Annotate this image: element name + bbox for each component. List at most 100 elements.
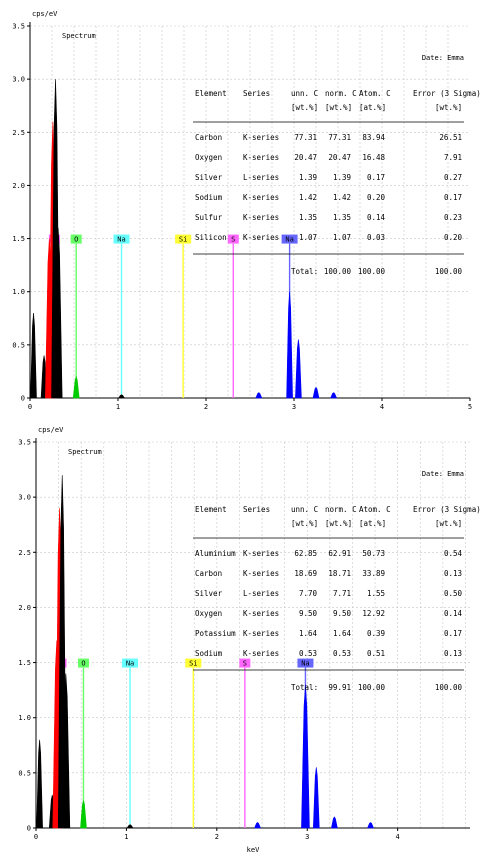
y-tick-label: 2.5 xyxy=(18,549,31,557)
element-tag-box xyxy=(297,658,314,668)
table-cell: Oxygen xyxy=(195,609,222,618)
table-total-value: 100.00 xyxy=(358,267,386,276)
table-cell: 12.92 xyxy=(362,609,385,618)
table-cell: 1.07 xyxy=(299,233,317,242)
table-cell: L-series xyxy=(243,173,279,182)
spectrum-peak xyxy=(312,767,320,829)
table-cell: K-series xyxy=(243,549,279,558)
table-cell: 62.85 xyxy=(294,549,317,558)
table-cell: 0.17 xyxy=(444,629,462,638)
element-tag-label: O xyxy=(74,236,78,244)
table-cell: 0.23 xyxy=(444,213,462,222)
table-cell: 7.71 xyxy=(333,589,351,598)
table-cell: 18.71 xyxy=(328,569,351,578)
table-cell: 20.47 xyxy=(328,153,351,162)
table-cell: Silver xyxy=(195,173,223,182)
table-header: Series xyxy=(243,505,270,514)
element-tag-box xyxy=(239,658,251,668)
table-header: norm. C xyxy=(325,89,357,98)
table-unit: [wt.%] xyxy=(291,519,318,528)
x-tick-label: 3 xyxy=(305,833,309,841)
x-axis-label: keV xyxy=(247,846,260,854)
table-cell: K-series xyxy=(243,153,279,162)
table-cell: Sodium xyxy=(195,649,223,658)
spectrum-peak xyxy=(295,339,302,399)
spectrum-peak xyxy=(53,227,63,399)
table-cell: 0.17 xyxy=(367,173,385,182)
spectrum-title: Spectrum xyxy=(68,448,102,456)
y-tick-label: 3.5 xyxy=(18,439,31,447)
y-tick-label: 1.5 xyxy=(18,659,31,667)
table-cell: Silver xyxy=(195,589,223,598)
element-tag-box xyxy=(113,234,130,244)
element-tag-label: Na xyxy=(117,236,125,244)
x-tick-label: 3 xyxy=(292,403,296,411)
spectrum-peak xyxy=(126,824,134,829)
element-tag-box xyxy=(185,658,202,668)
table-cell: 0.50 xyxy=(444,589,463,598)
table-header: Element xyxy=(195,505,227,514)
table-unit: [wt.%] xyxy=(325,519,352,528)
table-cell: 20.47 xyxy=(294,153,317,162)
table-cell: 1.64 xyxy=(333,629,352,638)
x-tick-label: 2 xyxy=(204,403,208,411)
table-total-value: 100.00 xyxy=(324,267,352,276)
spectrum-title: Spectrum xyxy=(62,32,96,40)
table-cell: K-series xyxy=(243,609,279,618)
table-cell: 1.35 xyxy=(299,213,317,222)
spectrum-peak xyxy=(30,312,37,399)
table-cell: K-series xyxy=(243,569,279,578)
table-total-label: Total: xyxy=(291,267,318,276)
corner-label: Date: Emma xyxy=(422,470,464,478)
table-cell: 1.64 xyxy=(299,629,318,638)
table-unit: [wt.%] xyxy=(435,519,462,528)
table-cell: 0.54 xyxy=(444,549,463,558)
table-cell: 0.17 xyxy=(444,193,462,202)
table-header: unn. C xyxy=(291,89,318,98)
table-cell: 26.51 xyxy=(439,133,462,142)
table-cell: 83.94 xyxy=(362,133,385,142)
table-unit: [wt.%] xyxy=(291,103,318,112)
y-tick-label: 1.0 xyxy=(12,288,25,296)
element-tag-label: Na xyxy=(301,660,309,668)
spectrum-peak xyxy=(255,392,263,399)
table-cell: 0.14 xyxy=(444,609,463,618)
table-cell: 0.27 xyxy=(444,173,462,182)
y-axis-label: cps/eV xyxy=(38,426,64,434)
table-cell: 0.20 xyxy=(444,233,463,242)
element-tag-label: S xyxy=(231,236,235,244)
table-total-value: 99.91 xyxy=(328,683,351,692)
spectrum-peak xyxy=(312,386,320,399)
y-tick-label: 2.0 xyxy=(18,604,31,612)
x-tick-label: 5 xyxy=(468,403,472,411)
table-header: norm. C xyxy=(325,505,357,514)
element-tag-box xyxy=(77,658,89,668)
table-cell: 0.13 xyxy=(444,649,462,658)
table-header: Series xyxy=(243,89,270,98)
eds-spectrum-chart-2: 0 0.5 1.0 1.5 2.0 2.5 3.0 3.5 0 1 2 3 4 cps/eV Spectru… xyxy=(18,426,480,854)
table-cell: 0.39 xyxy=(367,629,385,638)
table-cell: 7.91 xyxy=(444,153,462,162)
y-tick-label: 2.0 xyxy=(12,182,25,190)
table-cell: 7.70 xyxy=(299,589,318,598)
table-cell: Aluminium xyxy=(195,549,236,558)
y-tick-label: 0.5 xyxy=(12,341,25,349)
table-total-label: Total: xyxy=(291,683,318,692)
table-cell: 1.39 xyxy=(333,173,351,182)
y-tick-label: 0 xyxy=(21,395,25,403)
element-tag-box xyxy=(70,234,82,244)
element-tag-label: Na xyxy=(285,236,293,244)
table-cell: Carbon xyxy=(195,133,222,142)
table-cell: K-series xyxy=(243,233,279,242)
element-tag-label: Na xyxy=(126,660,134,668)
y-tick-label: 2.5 xyxy=(12,129,25,137)
spectrum-peak xyxy=(286,291,293,399)
table-cell: 9.50 xyxy=(333,609,352,618)
spectrum-peak xyxy=(61,673,71,829)
table-cell: 16.48 xyxy=(362,153,385,162)
table-cell: 62.91 xyxy=(328,549,351,558)
table-cell: Potassium xyxy=(195,629,236,638)
y-tick-label: 0 xyxy=(27,825,31,833)
table-cell: 77.31 xyxy=(328,133,351,142)
table-cell: Sulfur xyxy=(195,213,223,222)
